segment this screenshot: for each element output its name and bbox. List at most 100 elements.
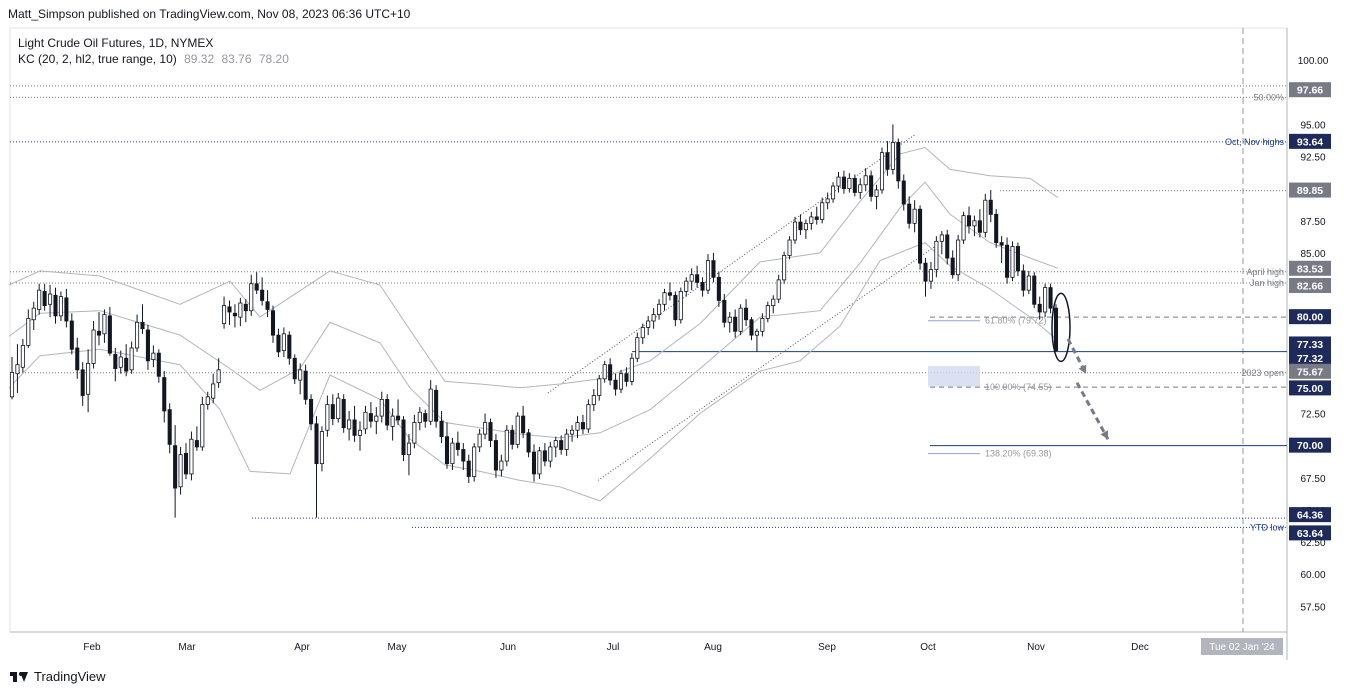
candle-body-175 <box>961 215 966 241</box>
footer-brand[interactable]: TradingView <box>10 669 106 684</box>
candle-59 <box>330 394 335 426</box>
candle-22 <box>129 341 134 374</box>
candle-157 <box>863 168 868 192</box>
candle-body-153 <box>841 176 846 190</box>
price-tag-label-0: 97.66 <box>1297 85 1323 97</box>
price-tag-bg-11 <box>1289 507 1331 523</box>
candle-147 <box>809 211 814 230</box>
candle-body-96 <box>531 451 537 475</box>
candle-body-171 <box>939 234 944 242</box>
candle-body-35 <box>200 404 205 448</box>
candle-120 <box>662 288 667 311</box>
candle-body-52 <box>292 357 297 380</box>
candle-body-177 <box>972 220 977 227</box>
candle-body-118 <box>651 314 656 322</box>
y-tick-6: 67.50 <box>1300 474 1325 485</box>
keltner-lower <box>8 242 1059 502</box>
candle-55 <box>309 394 314 431</box>
candle-101 <box>559 435 564 455</box>
candle-85 <box>472 443 477 482</box>
candle-body-179 <box>983 199 988 233</box>
candle-67 <box>374 407 379 435</box>
candle-body-140 <box>771 298 776 306</box>
candle-body-106 <box>586 404 591 430</box>
candle-91 <box>504 425 509 467</box>
y-tick-1: 95.00 <box>1300 120 1325 131</box>
candle-body-15 <box>91 329 96 364</box>
candle-118 <box>651 308 656 329</box>
candle-15 <box>91 321 96 369</box>
fib-label-1: 100.00% (74.55) <box>985 382 1052 392</box>
publisher-header: Matt_Simpson published on TradingView.co… <box>8 7 411 21</box>
candle-body-157 <box>863 175 868 186</box>
candle-9 <box>58 291 63 322</box>
candle-body-133 <box>733 316 738 332</box>
candle-131 <box>722 294 727 328</box>
candle-body-87 <box>483 422 488 435</box>
candle-2 <box>20 338 25 373</box>
candle-body-190 <box>1043 287 1048 313</box>
level-label-3: Jan high <box>1250 278 1284 288</box>
candle-body-18 <box>107 315 112 354</box>
candle-125 <box>689 268 694 291</box>
candle-body-19 <box>113 354 118 369</box>
candle-143 <box>787 236 792 260</box>
y-tick-3: 87.50 <box>1300 217 1325 228</box>
candle-150 <box>825 192 830 210</box>
candle-51 <box>287 331 292 365</box>
candle-body-74 <box>412 422 417 444</box>
candle-177 <box>972 215 977 237</box>
candle-98 <box>542 443 547 467</box>
candle-body-1 <box>15 364 20 375</box>
candle-183 <box>1005 237 1010 284</box>
candle-body-98 <box>542 450 547 462</box>
candle-body-92 <box>510 429 515 445</box>
level-label-2: April high <box>1246 267 1284 277</box>
candle-body-120 <box>662 292 667 305</box>
level-label-0: 50.00% <box>1253 92 1284 102</box>
candle-body-126 <box>695 274 700 283</box>
x-tick-jun: Jun <box>500 642 516 653</box>
candle-161 <box>885 141 890 176</box>
candle-192 <box>1053 304 1059 352</box>
candle-body-4 <box>31 307 36 321</box>
candle-body-170 <box>934 240 939 270</box>
candle-34 <box>194 426 199 451</box>
candle-188 <box>1032 272 1037 309</box>
candle-112 <box>618 369 624 393</box>
candle-body-94 <box>521 415 526 434</box>
price-tag-label-4: 82.66 <box>1297 280 1323 292</box>
candle-68 <box>379 391 384 423</box>
crosshair-date-bg <box>1201 638 1283 655</box>
candle-20 <box>118 350 123 374</box>
candle-48 <box>270 305 276 343</box>
candle-body-77 <box>428 388 433 422</box>
candle-122 <box>673 291 678 327</box>
x-tick-jul: Jul <box>607 642 620 653</box>
x-tick-feb: Feb <box>83 642 101 653</box>
candle-137 <box>754 328 759 352</box>
symbol-title[interactable]: Light Crude Oil Futures, 1D, NYMEX <box>18 36 214 50</box>
price-tag-5: 80.00 <box>1289 309 1331 325</box>
candle-body-21 <box>124 357 129 372</box>
candle-149 <box>820 197 825 224</box>
candle-76 <box>423 409 428 428</box>
candle-159 <box>874 184 879 210</box>
candle-17 <box>102 309 107 343</box>
candle-21 <box>124 344 129 377</box>
candle-body-117 <box>646 320 651 328</box>
candle-104 <box>575 416 580 438</box>
candle-body-111 <box>613 379 618 390</box>
candle-16 <box>96 312 102 346</box>
candle-body-30 <box>173 445 178 489</box>
candle-body-61 <box>341 398 346 429</box>
candle-body-95 <box>526 432 531 453</box>
keltner-mid <box>8 181 1059 439</box>
candle-43 <box>243 299 248 323</box>
indicator-legend[interactable]: KC (20, 2, hl2, true range, 10) 89.32 83… <box>18 51 289 67</box>
candle-166 <box>912 200 917 233</box>
candle-body-17 <box>102 314 107 335</box>
candle-186 <box>1021 264 1026 297</box>
candle-body-81 <box>450 442 455 465</box>
